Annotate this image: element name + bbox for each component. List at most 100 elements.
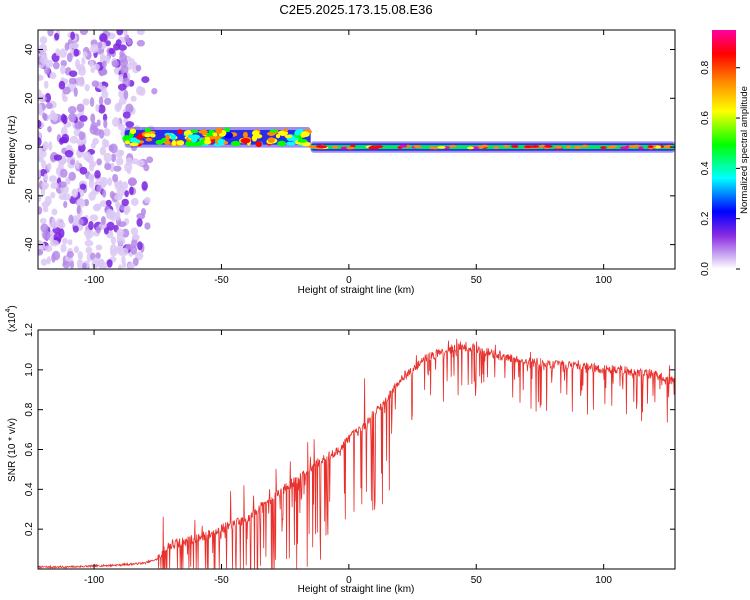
band-spot	[196, 140, 203, 147]
noise-spot	[48, 141, 53, 151]
band-spot	[266, 131, 276, 136]
band-center-line	[310, 145, 675, 150]
noise-spot	[122, 111, 131, 119]
noise-spot	[91, 80, 100, 88]
noise-spot	[49, 239, 59, 247]
noise-spot	[102, 189, 107, 198]
noise-spot	[123, 30, 128, 37]
noise-spot	[126, 38, 133, 46]
noise-spot	[125, 103, 134, 114]
top-xtick-label: 50	[471, 275, 483, 286]
noise-spot	[96, 184, 102, 193]
noise-spot	[130, 197, 139, 206]
band-peak	[503, 145, 510, 148]
noise-spot	[66, 52, 73, 63]
noise-spot	[97, 41, 103, 49]
colorbar: 0.0 0.2 0.4 0.6 0.8 Normalized spectral ampl…	[700, 30, 750, 276]
bottom-ytick-label: 0.6	[24, 442, 35, 456]
noise-spot	[88, 191, 96, 201]
band-spot	[215, 127, 223, 134]
band-peak	[581, 144, 589, 148]
noise-spot	[115, 211, 121, 221]
noise-spot	[58, 80, 66, 90]
band-spot	[176, 140, 185, 146]
noise-spot	[38, 136, 42, 147]
noise-spot	[60, 243, 67, 253]
band-spot	[185, 140, 193, 147]
bottom-xtick-label: -50	[214, 575, 229, 586]
band-spot	[230, 140, 241, 147]
noise-spot	[76, 103, 85, 113]
noise-spot	[100, 68, 108, 76]
noise-spot	[64, 149, 74, 158]
bottom-x-axis-label: Height of straight line (km)	[298, 584, 415, 595]
noise-spot	[46, 256, 52, 265]
noise-spot	[53, 232, 62, 243]
band-peak	[318, 145, 328, 149]
band-spot	[129, 137, 138, 143]
band-peak	[647, 145, 654, 149]
band-spot	[122, 135, 132, 142]
noise-spot	[117, 264, 123, 269]
band-spot	[286, 141, 296, 146]
noise-spot	[95, 104, 100, 112]
band-spot	[297, 139, 308, 143]
bottom-ytick-label: 0.8	[24, 402, 35, 416]
noise-spot	[136, 212, 146, 220]
colorbar-tick-label: 0.2	[700, 211, 711, 225]
spectrogram-frame	[37, 29, 676, 270]
colorbar-gradient	[712, 30, 736, 269]
noise-spot	[112, 117, 120, 127]
snr-panel: -100 -50 0 50 100 0.2 0.4 0.6 0.8 1.0 1.2 Height …	[5, 305, 676, 595]
noise-spot	[78, 218, 84, 226]
noise-spot	[69, 260, 75, 269]
band-spot	[300, 131, 310, 138]
band-peak	[628, 145, 637, 149]
noise-spot	[137, 241, 143, 251]
band-peak	[530, 145, 540, 148]
noise-spot	[38, 249, 44, 256]
noise-spot	[116, 231, 123, 242]
noise-spot	[55, 48, 61, 57]
band-peak	[607, 145, 614, 149]
noise-spot	[46, 162, 52, 171]
noise-spot	[135, 85, 144, 96]
noise-spot	[117, 83, 127, 91]
band-peak	[663, 145, 673, 149]
band-peak	[466, 146, 475, 150]
noise-spot	[117, 246, 125, 256]
band-peak	[493, 146, 500, 150]
noise-spot	[115, 200, 120, 208]
noise-spot	[143, 164, 150, 172]
noise-spot	[95, 244, 103, 251]
noise-spot	[121, 198, 129, 207]
band-spot	[124, 140, 131, 145]
noise-spot	[135, 64, 142, 72]
noise-spot	[39, 36, 48, 45]
band-peak	[619, 146, 629, 150]
bottom-ytick-label: 0.4	[24, 482, 35, 496]
noise-spot	[131, 234, 140, 241]
bottom-xtick-label: 100	[595, 575, 612, 586]
top-xtick-label: -100	[84, 275, 104, 286]
noise-spot	[60, 168, 68, 178]
noise-spot	[44, 195, 52, 206]
noise-spot	[44, 245, 53, 253]
noise-spot	[104, 97, 112, 106]
svg-text:(x104): (x104)	[5, 305, 18, 332]
noise-spot	[123, 206, 130, 216]
noise-spot	[117, 102, 123, 110]
noise-spot	[98, 261, 108, 269]
band-peak	[331, 145, 339, 149]
noise-spot	[79, 30, 89, 36]
noise-spot	[68, 77, 77, 85]
noise-spot	[88, 173, 95, 181]
band-spot	[190, 134, 201, 140]
noise-spot	[47, 126, 52, 133]
band-spot	[204, 136, 210, 142]
noise-spot	[71, 188, 78, 198]
noise-spot	[82, 262, 87, 269]
band-spot	[255, 141, 263, 148]
noise-spot	[146, 156, 154, 164]
noise-spot	[125, 121, 135, 128]
